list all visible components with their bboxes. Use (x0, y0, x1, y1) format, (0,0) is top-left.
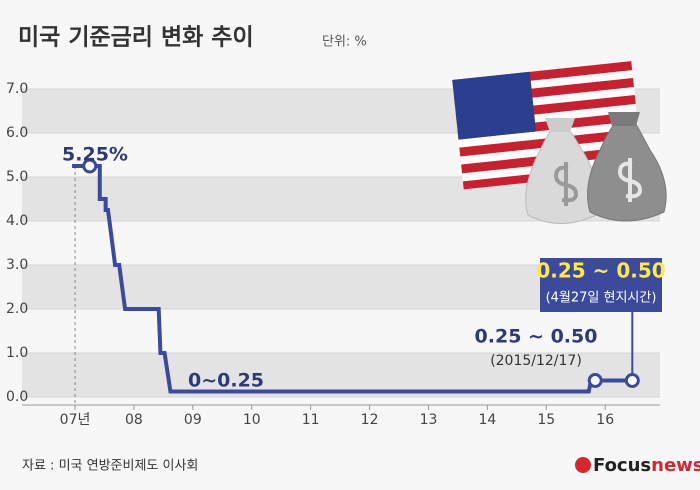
logo: Focusnews (575, 455, 700, 476)
logo-focus: Focus (593, 455, 651, 476)
y-tick-label: 1.0 (6, 345, 28, 361)
logo-text: Focusnews (593, 455, 700, 476)
x-tick-label: 07년 (60, 412, 91, 428)
x-tick-label: 10 (243, 412, 261, 428)
annotation: 0~0.25 (188, 370, 264, 392)
y-tick-label: 6.0 (6, 125, 28, 141)
x-tick-label: 15 (537, 412, 555, 428)
highlight-value: 0.25 ~ 0.50 (536, 259, 665, 283)
source: 자료 : 미국 연방준비제도 이사회 (22, 459, 198, 474)
x-tick-label: 14 (478, 412, 496, 428)
x-tick-label: 11 (302, 412, 320, 428)
y-tick-label: 0.0 (6, 389, 28, 405)
marker (587, 373, 603, 388)
annotation: (2015/12/17) (490, 353, 582, 369)
annotation: 0.25 ~ 0.50 (475, 326, 598, 348)
x-tick-label: 09 (184, 412, 202, 428)
chart-title: 미국 기준금리 변화 추이 (18, 25, 254, 51)
logo-icon (575, 457, 591, 473)
highlight-note: (4월27일 현지시간) (546, 291, 657, 306)
rate-line (72, 164, 633, 394)
y-tick-label: 2.0 (6, 301, 28, 317)
illustration (452, 61, 667, 224)
y-tick-label: 3.0 (6, 257, 28, 273)
y-tick-label: 7.0 (6, 81, 28, 97)
logo-news: news (651, 455, 700, 476)
y-tick-label: 5.0 (6, 169, 28, 185)
annotation: 5.25% (62, 144, 128, 166)
y-tick-label: 4.0 (6, 213, 28, 229)
highlight-box (540, 258, 662, 312)
x-tick-label: 16 (596, 412, 614, 428)
x-tick-label: 13 (420, 412, 438, 428)
x-tick-label: 08 (125, 412, 143, 428)
unit-label: 단위: % (322, 35, 367, 50)
x-tick-label: 12 (361, 412, 379, 428)
marker (82, 158, 98, 174)
marker (624, 373, 640, 388)
